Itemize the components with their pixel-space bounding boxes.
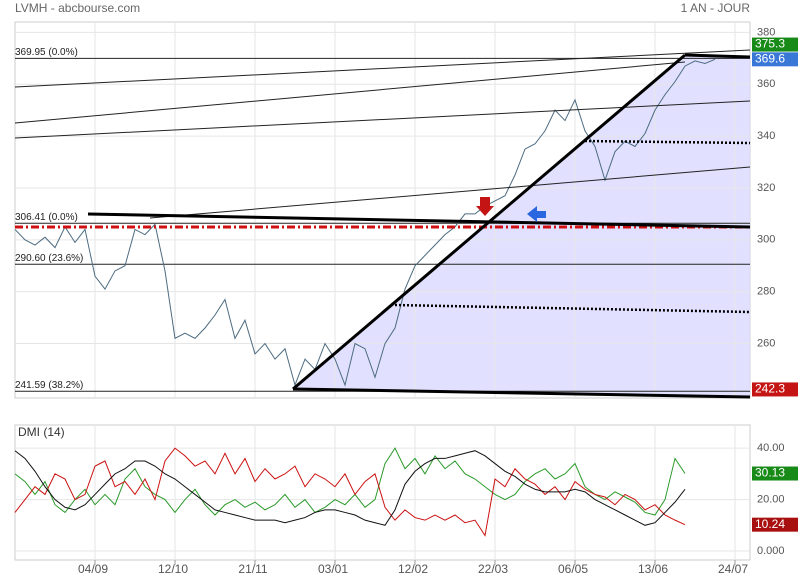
chart-title: LVMH - abcbourse.com: [15, 1, 140, 15]
value-marker: [752, 466, 798, 481]
y-tick-label: 380: [757, 26, 775, 38]
y-tick-label: 300: [757, 234, 775, 246]
x-tick-label: 04/09: [78, 562, 108, 576]
y-tick-label: 20.00: [757, 493, 785, 505]
drawings: [14, 49, 751, 399]
dotted-line: [394, 303, 751, 314]
panel-title: DMI (14): [18, 425, 65, 439]
x-tick-label: 03/01: [318, 562, 348, 576]
trend-line: [87, 212, 751, 229]
trend-line: [14, 61, 686, 124]
left-arrow: [527, 206, 546, 222]
chart-subtitle: 1 AN - JOUR: [681, 1, 751, 15]
x-tick-label: 06/05: [558, 562, 588, 576]
y-tick-label: 260: [757, 337, 775, 349]
fib-label: 290.60 (23.6%): [15, 253, 83, 264]
data-line: [14, 447, 686, 537]
fib-label: 306.41 (0.0%): [15, 212, 78, 223]
value-marker-label: 242.3: [755, 382, 785, 396]
value-marker: [752, 37, 798, 52]
value-marker-label: 10.24: [755, 517, 785, 531]
x-tick-label: 13/06: [638, 562, 668, 576]
trend-line: [14, 49, 751, 88]
trend-line: [684, 53, 751, 59]
value-marker-label: 375.3: [755, 37, 785, 51]
x-tick-label: 12/02: [398, 562, 428, 576]
y-tick-label: 40.00: [757, 442, 785, 454]
x-tick-label: 12/10: [158, 562, 188, 576]
y-tick-label: 280: [757, 286, 775, 298]
fib-label: 369.95 (0.0%): [15, 47, 78, 58]
fib-label: 241.59 (38.2%): [15, 380, 83, 391]
dotted-line: [584, 139, 751, 145]
dmi-frame: [14, 424, 751, 561]
trend-line: [292, 53, 686, 391]
value-marker: [752, 52, 798, 67]
y-tick-label: 360: [757, 78, 775, 90]
y-tick-label: 320: [757, 182, 775, 194]
trend-line: [292, 387, 751, 399]
y-tick-label: 0.000: [757, 545, 785, 557]
value-marker: [752, 517, 798, 532]
down-arrow: [476, 197, 494, 216]
value-marker-label: 369.6: [755, 52, 785, 66]
shaded-zone: [293, 55, 750, 397]
x-tick-label: 22/03: [478, 562, 508, 576]
value-marker: [752, 382, 798, 397]
y-tick-label: 340: [757, 130, 775, 142]
x-tick-label: 21/11: [238, 562, 267, 576]
data-line: [14, 58, 716, 387]
data-line: [14, 447, 686, 516]
data-line: [14, 450, 686, 526]
trend-line: [149, 166, 751, 219]
trend-line: [14, 100, 751, 139]
x-tick-label: 24/07: [718, 562, 748, 576]
value-marker-label: 30.13: [755, 466, 785, 480]
